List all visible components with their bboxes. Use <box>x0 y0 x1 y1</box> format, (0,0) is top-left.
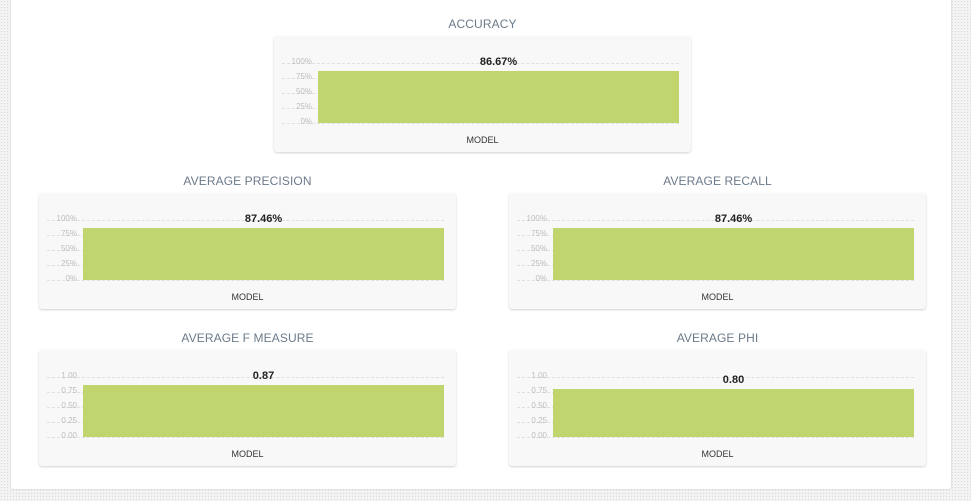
chart-card: 100% 75% 50% 25% 0% 87.46% MODEL <box>39 193 456 309</box>
chart-accuracy: ACCURACY 100% 75% 50% 25% 0% 86.67% MODEL <box>274 16 691 156</box>
chart-card: 1.00 0.75 0.50 0.25 0.00 0.87 MODEL <box>39 350 456 466</box>
y-tick-label: 50% <box>60 244 77 253</box>
gridline <box>47 280 444 281</box>
gridline <box>47 220 444 221</box>
y-tick-label: 25% <box>530 259 547 268</box>
y-tick-label: 100% <box>291 57 312 66</box>
chart-title: AVERAGE F MEASURE <box>181 331 314 345</box>
chart-card: 100% 75% 50% 25% 0% 86.67% MODEL <box>274 36 691 152</box>
dashboard-panel: ACCURACY 100% 75% 50% 25% 0% 86.67% MODEL AVE… <box>10 0 952 490</box>
plot-area: 100% 75% 50% 25% 0% 87.46% <box>517 213 914 283</box>
chart-title: ACCURACY <box>448 17 517 31</box>
plot-area: 100% 75% 50% 25% 0% 86.67% <box>282 56 679 126</box>
y-tick-label: 1.00 <box>61 371 77 380</box>
y-tick-label: 50% <box>530 244 547 253</box>
bar-value-label: 87.46% <box>714 213 753 225</box>
bar-value-label: 0.80 <box>722 374 745 386</box>
y-tick-label: 0.25 <box>61 416 77 425</box>
chart-title: AVERAGE RECALL <box>663 174 772 188</box>
y-tick-label: 0.00 <box>61 431 77 440</box>
bar-value-label: 87.46% <box>244 213 283 225</box>
bar-model[interactable] <box>83 228 444 280</box>
y-tick-label: 0.00 <box>531 431 547 440</box>
chart-card: 1.00 0.75 0.50 0.25 0.00 0.80 MODEL <box>509 350 926 466</box>
y-tick-label: 75% <box>60 229 77 238</box>
y-tick-label: 100% <box>56 214 77 223</box>
gridline <box>517 377 914 378</box>
chart-title: AVERAGE PHI <box>676 331 759 345</box>
gridline <box>282 63 679 64</box>
plot-area: 1.00 0.75 0.50 0.25 0.00 0.80 <box>517 371 914 440</box>
y-tick-label: 25% <box>60 259 77 268</box>
bar-value-label: 86.67% <box>479 56 518 68</box>
y-tick-label: 75% <box>295 72 312 81</box>
bar-value-label: 0.87 <box>252 370 275 382</box>
gridline <box>517 437 914 438</box>
y-tick-label: 75% <box>530 229 547 238</box>
y-tick-label: 0.75 <box>61 386 77 395</box>
bar-model[interactable] <box>553 228 914 280</box>
y-tick-label: 0.50 <box>531 401 547 410</box>
plot-area: 1.00 0.75 0.50 0.25 0.00 0.87 <box>47 370 444 440</box>
chart-title: AVERAGE PRECISION <box>183 174 312 188</box>
x-category-label: MODEL <box>466 135 499 145</box>
y-tick-label: 50% <box>295 87 312 96</box>
y-tick-label: 0.50 <box>61 401 77 410</box>
y-tick-label: 0.75 <box>531 386 547 395</box>
bar-model[interactable] <box>83 385 444 437</box>
x-category-label: MODEL <box>231 292 264 302</box>
y-tick-label: 0.25 <box>531 416 547 425</box>
chart-average-precision: AVERAGE PRECISION 100% 75% 50% 25% 0% 87.46% … <box>39 173 456 313</box>
gridline <box>517 280 914 281</box>
bar-model[interactable] <box>553 389 914 437</box>
y-tick-label: 25% <box>295 102 312 111</box>
y-tick-label: 0% <box>65 274 77 283</box>
plot-area: 100% 75% 50% 25% 0% 87.46% <box>47 213 444 283</box>
gridline <box>47 437 444 438</box>
y-tick-label: 0% <box>535 274 547 283</box>
x-category-label: MODEL <box>701 449 734 459</box>
y-tick-label: 0% <box>300 117 312 126</box>
chart-card: 100% 75% 50% 25% 0% 87.46% MODEL <box>509 193 926 309</box>
y-tick-label: 100% <box>526 214 547 223</box>
x-category-label: MODEL <box>701 292 734 302</box>
gridline <box>282 123 679 124</box>
chart-average-recall: AVERAGE RECALL 100% 75% 50% 25% 0% 87.46% MOD… <box>509 173 926 313</box>
chart-average-phi: AVERAGE PHI 1.00 0.75 0.50 0.25 0.00 0.80 MOD… <box>509 330 926 470</box>
bar-model[interactable] <box>318 71 679 123</box>
y-tick-label: 1.00 <box>531 371 547 380</box>
gridline <box>47 377 444 378</box>
chart-average-f-measure: AVERAGE F MEASURE 1.00 0.75 0.50 0.25 0.00 0.… <box>39 330 456 470</box>
x-category-label: MODEL <box>231 449 264 459</box>
gridline <box>517 220 914 221</box>
